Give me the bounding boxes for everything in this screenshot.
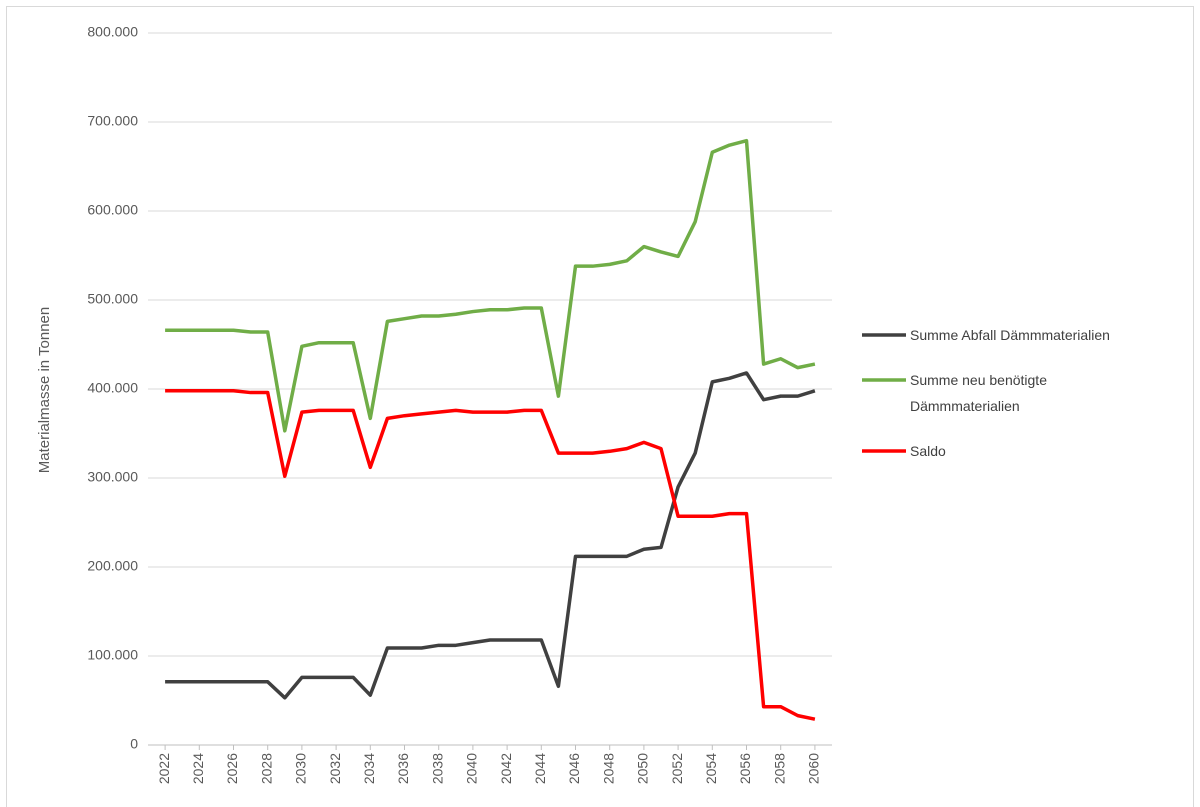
y-tick-label: 700.000: [87, 113, 138, 129]
y-tick-label: 600.000: [87, 202, 138, 218]
x-tick-label: 2056: [737, 753, 753, 784]
x-tick-label: 2034: [361, 753, 377, 784]
chart-border: [6, 6, 1194, 807]
x-tick-label: 2028: [258, 753, 274, 784]
x-tick-label: 2052: [669, 753, 685, 784]
y-axis-title: Materialmasse in Tonnen: [36, 307, 53, 473]
x-tick-label: 2054: [703, 753, 719, 784]
x-tick-label: 2042: [498, 753, 514, 784]
series-line: [165, 138, 816, 433]
x-tick-label: 2030: [293, 753, 309, 784]
x-tick-label: 2050: [635, 753, 651, 784]
y-tick-label: 500.000: [87, 291, 138, 307]
x-tick-label: 2048: [600, 753, 616, 784]
legend-label: Saldo: [910, 443, 946, 459]
x-tick-label: 2026: [224, 753, 240, 784]
x-tick-label: 2046: [566, 753, 582, 784]
y-tick-label: 0: [130, 736, 138, 752]
x-tick-label: 2038: [429, 753, 445, 784]
y-tick-label: 800.000: [87, 24, 138, 40]
x-tick-label: 2024: [190, 753, 206, 784]
series-line: [165, 371, 816, 700]
x-tick-label: 2022: [156, 753, 172, 784]
legend-label: Summe neu benötigte Dämmmaterialien: [910, 372, 1047, 414]
series-line: [165, 389, 816, 721]
y-tick-label: 200.000: [87, 558, 138, 574]
y-tick-label: 100.000: [87, 647, 138, 663]
x-tick-label: 2058: [771, 753, 787, 784]
x-tick-label: 2040: [464, 753, 480, 784]
x-tick-label: 2036: [395, 753, 411, 784]
x-tick-label: 2060: [806, 753, 822, 784]
legend-label: Summe Abfall Dämmmaterialien: [910, 327, 1110, 343]
x-tick-label: 2044: [532, 753, 548, 784]
y-tick-label: 300.000: [87, 469, 138, 485]
y-tick-label: 400.000: [87, 380, 138, 396]
x-tick-label: 2032: [327, 753, 343, 784]
